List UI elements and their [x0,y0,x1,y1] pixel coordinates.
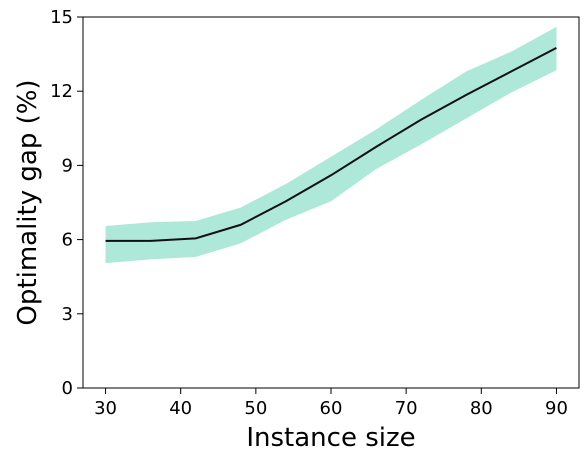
x-axis-ticks: 30 40 50 60 70 80 90 [94,388,568,419]
x-tick-label-60: 60 [320,398,343,419]
x-tick-label-50: 50 [244,398,267,419]
y-tick-label-3: 3 [62,304,73,325]
y-tick-label-15: 15 [50,7,73,28]
y-tick-label-0: 0 [62,378,73,399]
y-tick-label-12: 12 [50,81,73,102]
y-axis-ticks: 0 3 6 9 12 15 [50,7,83,399]
x-tick-label-30: 30 [94,398,117,419]
x-axis-label: Instance size [246,423,415,453]
x-tick-label-80: 80 [470,398,493,419]
series-line [105,47,557,242]
y-tick-label-9: 9 [62,155,73,176]
x-tick-label-90: 90 [545,398,568,419]
x-tick-label-40: 40 [169,398,192,419]
y-axis-label: Optimality gap (%) [13,79,43,325]
y-tick-label-6: 6 [62,230,73,251]
x-tick-label-70: 70 [395,398,418,419]
confidence-band [105,26,557,264]
